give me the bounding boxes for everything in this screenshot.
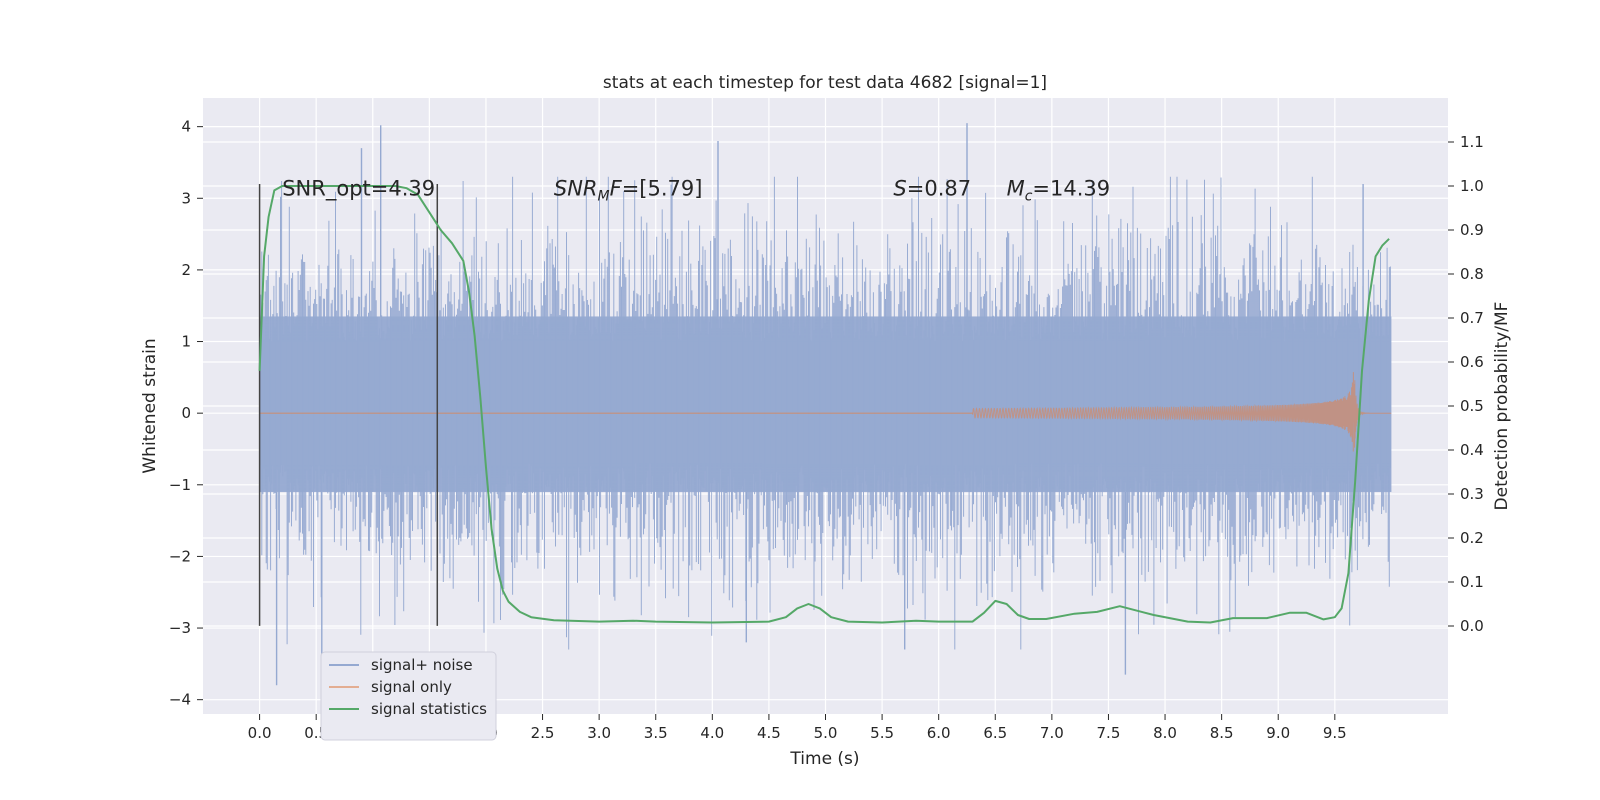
y-tick-label: 4 — [181, 118, 191, 136]
y-tick-label: −1 — [169, 476, 191, 494]
x-tick-label: 8.5 — [1210, 724, 1234, 742]
y-tick-label: −4 — [169, 691, 191, 709]
chart-title: stats at each timestep for test data 468… — [603, 73, 1047, 93]
y-tick-label: 3 — [181, 189, 191, 207]
annotations: SNR_opt=4.39 SNRMF=[5.79] S=0.87 Mc=14.39 — [282, 177, 1110, 205]
y-right-axis-label: Detection probability/MF — [1492, 302, 1512, 511]
y-right-tick-label: 0.9 — [1460, 221, 1484, 239]
x-tick-label: 3.5 — [644, 724, 668, 742]
y-axis-label: Whitened strain — [140, 338, 160, 473]
x-tick-label: 3.0 — [587, 724, 611, 742]
y-tick-label: −2 — [169, 547, 191, 565]
legend-label-signal-statistics: signal statistics — [371, 700, 487, 718]
x-tick-label: 5.5 — [870, 724, 894, 742]
y-tick-label: −3 — [169, 619, 191, 637]
x-tick-label: 4.5 — [757, 724, 781, 742]
x-tick-label: 9.0 — [1266, 724, 1290, 742]
y-tick-label: 1 — [181, 333, 191, 351]
signal-chirp-trace — [972, 372, 1392, 452]
series-signal-only — [259, 372, 1392, 452]
x-tick-label: 6.0 — [927, 724, 951, 742]
y-right-tick-label: 0.3 — [1460, 485, 1484, 503]
annotation-s: S=0.87 — [893, 177, 971, 201]
y-right-tick-label: 0.6 — [1460, 353, 1484, 371]
segment-markers — [258, 183, 439, 626]
annotation-mc: Mc=14.39 — [1007, 177, 1111, 205]
legend: signal+ noise signal only signal statist… — [320, 651, 497, 741]
legend-label-signal-plus-noise: signal+ noise — [371, 656, 473, 674]
y-right-tick-label: 0.5 — [1460, 397, 1484, 415]
annotation-snr-opt: SNR_opt=4.39 — [282, 177, 435, 202]
y-right-tick-label: 1.1 — [1460, 133, 1484, 151]
y-right-tick-label: 1.0 — [1460, 177, 1484, 195]
legend-label-signal-only: signal only — [371, 678, 452, 696]
legend-box — [320, 651, 497, 741]
noise-notable-peaks — [275, 123, 1364, 686]
x-tick-label: 7.5 — [1097, 724, 1121, 742]
y-right-tick-label: 0.2 — [1460, 529, 1484, 547]
y-tick-label: 0 — [181, 404, 191, 422]
x-tick-label: 9.5 — [1323, 724, 1347, 742]
x-tick-label: 0.0 — [248, 724, 272, 742]
annotation-snr: SNRMF=[5.79] — [554, 177, 703, 205]
x-tick-label: 7.0 — [1040, 724, 1064, 742]
x-tick-label: 5.0 — [814, 724, 838, 742]
y-right-tick-label: 0.8 — [1460, 265, 1484, 283]
x-tick-label: 2.5 — [531, 724, 555, 742]
y-right-tick-label: 0.0 — [1460, 617, 1484, 635]
y-right-tick-label: 0.7 — [1460, 309, 1484, 327]
y-right-tick-label: 0.4 — [1460, 441, 1484, 459]
series-signal-plus-noise — [259, 123, 1392, 686]
x-tick-label: 4.0 — [700, 724, 724, 742]
y-tick-label: 2 — [181, 261, 191, 279]
y-right-tick-label: 0.1 — [1460, 573, 1484, 591]
x-axis-label: Time (s) — [789, 749, 859, 769]
series-signal-statistics — [258, 185, 1390, 624]
x-tick-label: 6.5 — [983, 724, 1007, 742]
signal-statistics-line — [258, 185, 1390, 624]
axis-ticks: 0.00.51.01.52.02.53.03.54.04.55.05.56.06… — [169, 118, 1484, 742]
x-tick-label: 8.0 — [1153, 724, 1177, 742]
